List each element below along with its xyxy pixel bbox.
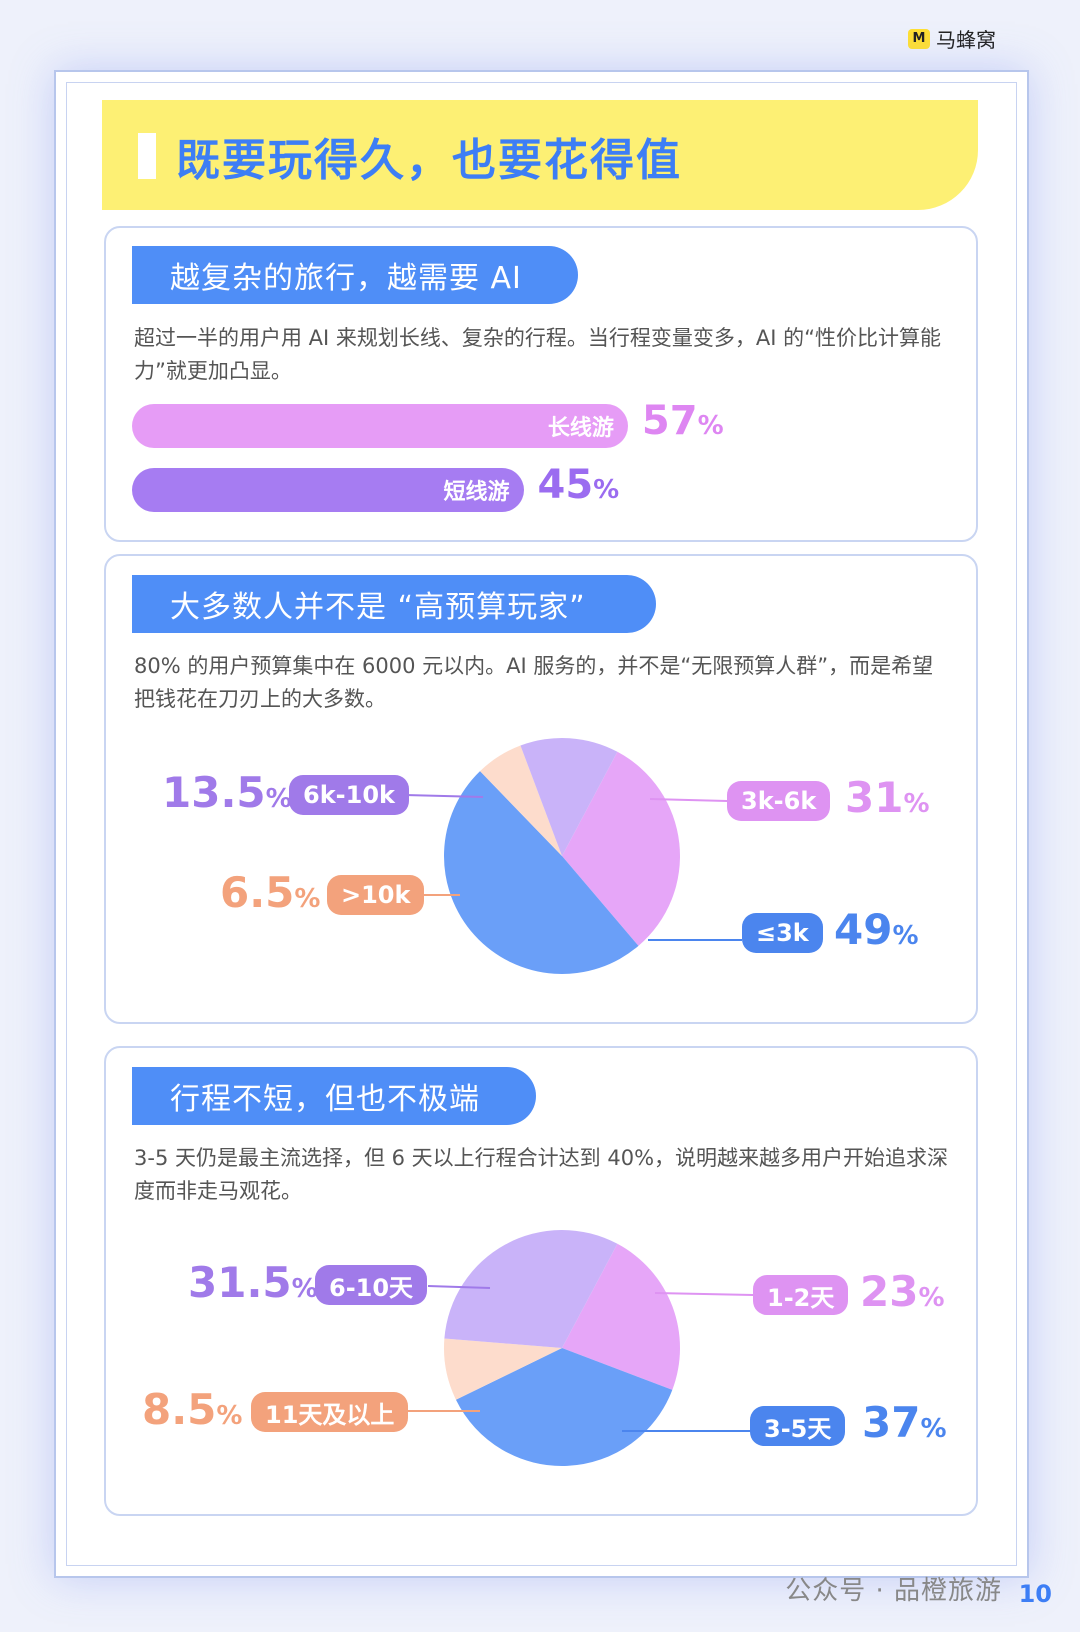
- pie1-label-1: ≤3k: [742, 913, 823, 953]
- pie1-slice-0: [562, 751, 680, 946]
- pie1-label-3: 6k-10k: [289, 775, 409, 815]
- section-tag-duration: 行程不短，但也不极端: [132, 1067, 536, 1125]
- watermark: 公众号 · 品橙旅游: [785, 1576, 1002, 1606]
- title-banner: [102, 100, 978, 210]
- bar-value-0: 57%: [641, 398, 724, 444]
- bar-label-0: 长线游: [547, 416, 614, 441]
- bar-1: 短线游: [132, 468, 524, 512]
- title-accent-bar: [138, 133, 156, 179]
- pie1-label-0: 3k-6k: [727, 781, 831, 821]
- pie2-slice-2: [444, 1338, 562, 1400]
- bar-0: 长线游: [132, 404, 628, 448]
- brand-logo: M 马蜂窝: [908, 24, 996, 53]
- pie1-label-2: >10k: [327, 875, 425, 915]
- pie2-value-2: 8.5%: [142, 1385, 243, 1434]
- pie1-value-1: 49%: [834, 905, 919, 954]
- pie1-leader-3: [404, 794, 484, 798]
- pie2-label-3: 6-10天: [315, 1265, 428, 1305]
- pie1-slice-2: [480, 745, 562, 856]
- pie2-value-0: 23%: [860, 1267, 945, 1316]
- bar-value-1: 45%: [537, 462, 620, 508]
- section-desc-complex-travel: 超过一半的用户用 AI 来规划长线、复杂的行程。当行程变量变多，AI 的“性价比…: [134, 326, 942, 383]
- pie2-label-1: 3-5天: [750, 1406, 846, 1446]
- page-number: 10: [1018, 1580, 1052, 1608]
- pie1-slice-3: [520, 738, 618, 856]
- mafengwo-logo-icon: M: [908, 28, 930, 49]
- pie1-slice-1: [443, 771, 639, 975]
- section-tag-budget: 大多数人并不是 “高预算玩家”: [132, 575, 656, 633]
- pie2-slice-1: [455, 1348, 673, 1466]
- pie2-value-3: 31.5%: [188, 1258, 318, 1307]
- pie2-leader-0: [654, 1292, 754, 1296]
- pie1-leader-0: [649, 798, 728, 802]
- pie1-value-2: 6.5%: [220, 868, 321, 917]
- page-frame-inner: [66, 82, 1017, 1566]
- pie2-leader-3: [427, 1285, 491, 1289]
- page-title: 既要玩得久，也要花得值: [176, 135, 682, 186]
- pie1-value-0: 31%: [845, 773, 930, 822]
- pie2-label-2: 11天及以上: [251, 1392, 409, 1432]
- section-tag-complex-travel: 越复杂的旅行，越需要 AI: [132, 246, 578, 304]
- section-desc-duration: 3-5 天仍是最主流选择，但 6 天以上行程合计达到 40%，说明越来越多用户开…: [134, 1146, 949, 1203]
- pie2-value-1: 37%: [862, 1398, 947, 1447]
- pie1-value-3: 13.5%: [162, 768, 292, 817]
- section-desc-budget: 80% 的用户预算集中在 6000 元以内。AI 服务的，并不是“无限预算人群”…: [134, 654, 934, 711]
- pie2-slice-0: [562, 1243, 681, 1390]
- pie2-slice-3: [444, 1230, 618, 1348]
- bar-label-1: 短线游: [443, 480, 510, 505]
- pie2-label-0: 1-2天: [753, 1275, 849, 1315]
- brand-name: 马蜂窝: [936, 28, 996, 52]
